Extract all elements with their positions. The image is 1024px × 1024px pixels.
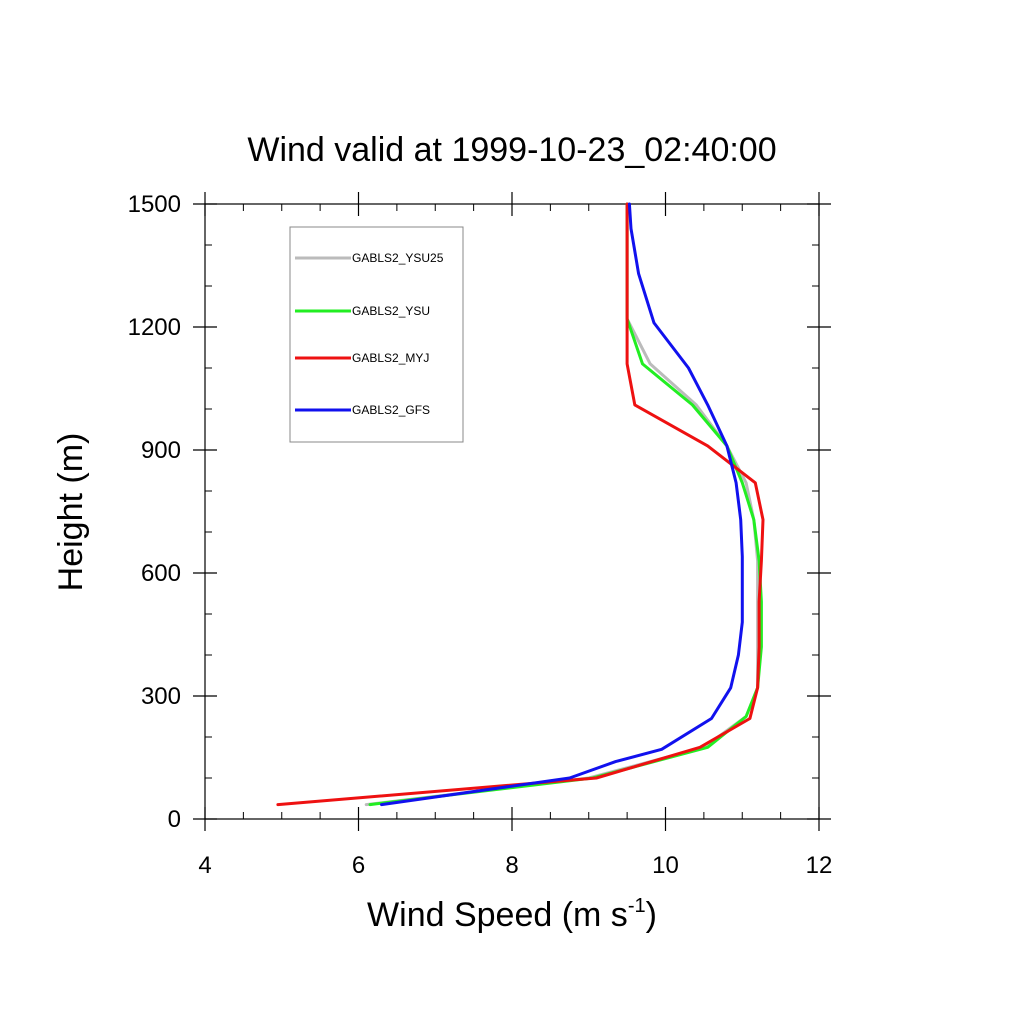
- axis-ticks: [193, 192, 831, 831]
- legend-box: [289, 226, 464, 443]
- x-axis-label: Wind Speed (m s-1): [367, 895, 657, 934]
- y-tick-label: 300: [141, 683, 181, 710]
- y-tick-label: 900: [141, 437, 181, 464]
- x-axis-label-main: Wind Speed (m s: [367, 896, 628, 934]
- x-tick-label: 8: [505, 852, 518, 879]
- plot-area: [193, 192, 831, 831]
- y-tick-label: 0: [168, 806, 181, 833]
- x-tick-label: 12: [806, 852, 833, 879]
- x-tick-label: 4: [198, 852, 211, 879]
- legend-label: GABLS2_MYJ: [352, 351, 429, 365]
- x-axis-label-close: ): [646, 896, 657, 934]
- legend-label: GABLS2_GFS: [352, 403, 430, 417]
- y-tick-label: 1200: [128, 314, 181, 341]
- x-axis-label-superscript: -1: [628, 895, 646, 917]
- legend: GABLS2_YSU25 GABLS2_YSU GABLS2_MYJ GABLS2_G…: [289, 226, 464, 443]
- series-line-gabls2-gfs: [380, 202, 744, 807]
- tick-labels: 4 6 8 10 12 0 300 600 900 1200 1500: [128, 191, 833, 879]
- y-axis-label: Height (m): [52, 433, 90, 592]
- x-tick-label: 10: [652, 852, 679, 879]
- chart-title: Wind valid at 1999-10-23_02:40:00: [247, 131, 776, 169]
- y-tick-label: 600: [141, 560, 181, 587]
- y-tick-label: 1500: [128, 191, 181, 218]
- legend-label: GABLS2_YSU25: [352, 251, 444, 265]
- series-layer: [276, 202, 765, 807]
- legend-label: GABLS2_YSU: [352, 304, 430, 318]
- series-line-gabls2-myj: [276, 202, 765, 807]
- x-tick-label: 6: [352, 852, 365, 879]
